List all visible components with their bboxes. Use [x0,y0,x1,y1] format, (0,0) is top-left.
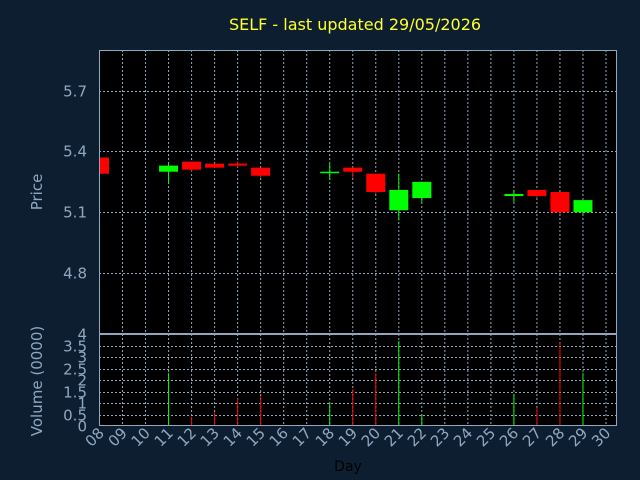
candle-body [159,165,179,172]
candle-body [228,163,248,166]
candle-body [527,189,547,197]
candle-body [343,167,363,172]
price-tick-label: 5.7 [63,83,87,101]
candle-body [389,189,409,211]
chart-title: SELF - last updated 29/05/2026 [229,15,481,34]
candle-body [205,163,225,168]
volume-tick-label: 2 [77,372,87,390]
price-tick-label: 4.8 [63,265,87,283]
x-tick-label: 30 [588,424,614,450]
candle-body [182,161,202,170]
volume-tick-label: 3 [77,349,87,367]
candle-body [412,181,432,199]
price-tick-label: 5.1 [63,204,87,222]
candle-body [366,173,386,192]
x-axis-label: Day [334,459,362,475]
volume-tick-label: 4 [77,326,87,344]
price-tick-label: 5.4 [63,143,87,161]
price-axis-label: Price [28,174,46,211]
candle-body [251,167,271,176]
candle-body [320,171,340,174]
candle-body [550,192,570,213]
volume-axis-label: Volume (0000) [28,326,46,436]
volume-tick-label: 0 [77,418,87,436]
volume-tick-label: 3.5 [63,338,87,356]
volume-tick-label: 2.5 [63,361,87,379]
volume-tick-label: 1.5 [63,384,87,402]
candle-body [504,194,524,197]
candle-body [99,157,109,174]
volume-tick-label: 0.5 [63,407,87,425]
volume-panel [99,334,617,426]
candle-body [573,200,593,213]
volume-tick-label: 1 [77,395,87,413]
